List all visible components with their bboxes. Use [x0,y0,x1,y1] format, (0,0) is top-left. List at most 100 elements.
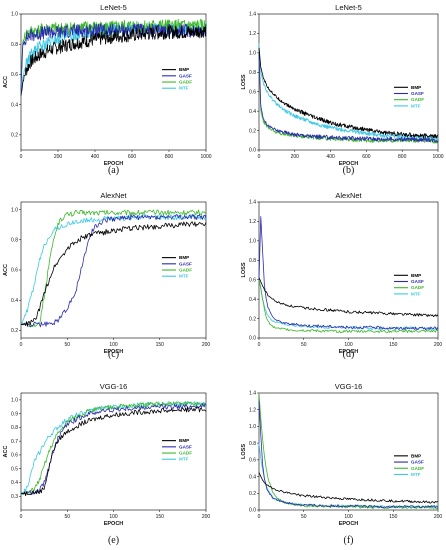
y-tick-label: 1.0 [11,12,18,18]
series-line-mtf [20,214,207,325]
y-tick-label: 0.2 [249,316,256,322]
y-tick-label: 0.6 [11,72,18,78]
x-tick-label: 200 [202,514,211,520]
x-tick-label: 50 [301,514,307,520]
chart-panel-6: VGG-16 0 50 100 150 200 0.0 0.2 0.4 0.6 0.8 1.0 1.2 1… [241,382,442,546]
y-tick-label: 0.5 [11,466,18,472]
legend-label-gasf: GASF [179,73,192,78]
x-tick-label: 50 [64,514,70,520]
x-tick-label: 600 [128,154,137,160]
panel-caption: (e) [108,535,119,546]
y-tick-label: 1.0 [11,207,18,213]
legend-label-mtf: MTF [179,86,189,91]
x-tick-label: 150 [389,342,398,348]
x-tick-label: 800 [165,154,174,160]
plot-frame [258,13,439,151]
y-tick-label: 1.2 [249,219,256,225]
x-tick-label: 800 [398,154,407,160]
y-tick-label: 0.0 [249,148,256,154]
series-line-mtf [258,277,439,330]
y-tick-label: 0.8 [11,237,18,243]
y-tick-label: 1.4 [249,391,256,397]
y-tick-label: 1.4 [249,200,256,206]
series-line-bmp [258,47,439,139]
plot-frame [258,201,439,339]
legend-label-gadf: GADF [411,285,424,290]
x-tick-label: 150 [156,342,165,348]
panel-caption: (a) [108,165,119,176]
series-line-gadf [20,401,207,496]
y-axis-label: ACC [3,264,9,276]
series-line-gasf [20,403,207,496]
x-tick-label: 100 [344,342,353,348]
y-axis-label: LOSS [241,444,247,459]
series-line-bmp [20,221,207,327]
series-line-bmp [20,406,207,497]
series-line-gadf [20,18,207,86]
x-tick-label: 200 [202,342,211,348]
legend-label-bmp: BMP [411,273,421,278]
y-tick-label: 0.8 [249,70,256,76]
x-tick-label: 100 [109,514,118,520]
legend-label-mtf: MTF [411,291,421,296]
legend-label-gasf: GASF [411,91,424,96]
y-tick-label: 0.2 [249,491,256,497]
x-tick-label: 0 [20,154,23,160]
chart-title: LeNet-5 [100,3,127,12]
panel-caption: (b) [343,165,355,176]
x-tick-label: 50 [301,342,307,348]
x-tick-label: 200 [54,154,63,160]
x-axis-label: EPOCH [339,521,359,527]
legend-label-mtf: MTF [179,457,189,462]
y-axis-label: LOSS [241,262,247,277]
x-axis-label: EPOCH [339,161,359,167]
y-tick-label: 0.2 [249,128,256,134]
legend-label-gasf: GASF [179,261,192,266]
y-axis-label: LOSS [241,74,247,89]
y-tick-label: 0.8 [11,425,18,431]
y-tick-label: 0.2 [11,133,18,139]
y-tick-label: 1.0 [249,51,256,57]
chart-panel-4: AlexNet 0 50 100 150 200 0.0 0.2 0.4 0.6 0.8 1.0 1.2… [241,191,442,360]
legend-label-gasf: GASF [179,444,192,449]
legend-label-mtf: MTF [411,472,421,477]
y-tick-label: 0.8 [11,42,18,48]
legend-label-bmp: BMP [179,255,189,260]
x-axis-label: EPOCH [104,521,124,527]
y-tick-label: 0.4 [11,480,18,486]
y-tick-label: 1.0 [249,239,256,245]
x-tick-label: 150 [156,514,165,520]
x-tick-label: 200 [434,514,443,520]
y-tick-label: 0.4 [11,298,18,304]
panel-caption: (d) [343,349,355,360]
y-tick-label: 0.0 [249,336,256,342]
x-tick-label: 1000 [432,154,443,160]
series-line-gadf [258,392,439,510]
x-axis-label: EPOCH [339,349,359,355]
series-line-bmp [20,24,207,96]
x-tick-label: 0 [20,514,23,520]
y-tick-label: 0.6 [249,277,256,283]
x-tick-label: 100 [344,514,353,520]
chart-title: AlexNet [335,191,362,200]
x-tick-label: 400 [326,154,335,160]
x-tick-label: 0 [258,342,261,348]
legend-label-gadf: GADF [411,97,424,102]
y-tick-label: 0.7 [11,439,18,445]
panel-caption: (c) [108,349,119,360]
y-tick-label: 1.2 [249,31,256,37]
y-tick-label: 0.2 [11,328,18,334]
y-tick-label: 0.8 [249,258,256,264]
x-tick-label: 150 [389,514,398,520]
series-line-gasf [258,401,439,509]
y-tick-label: 0.8 [249,441,256,447]
y-tick-label: 0.6 [249,458,256,464]
series-line-bmp [258,472,439,504]
y-tick-label: 0.4 [249,297,256,303]
series-line-gadf [258,279,439,333]
